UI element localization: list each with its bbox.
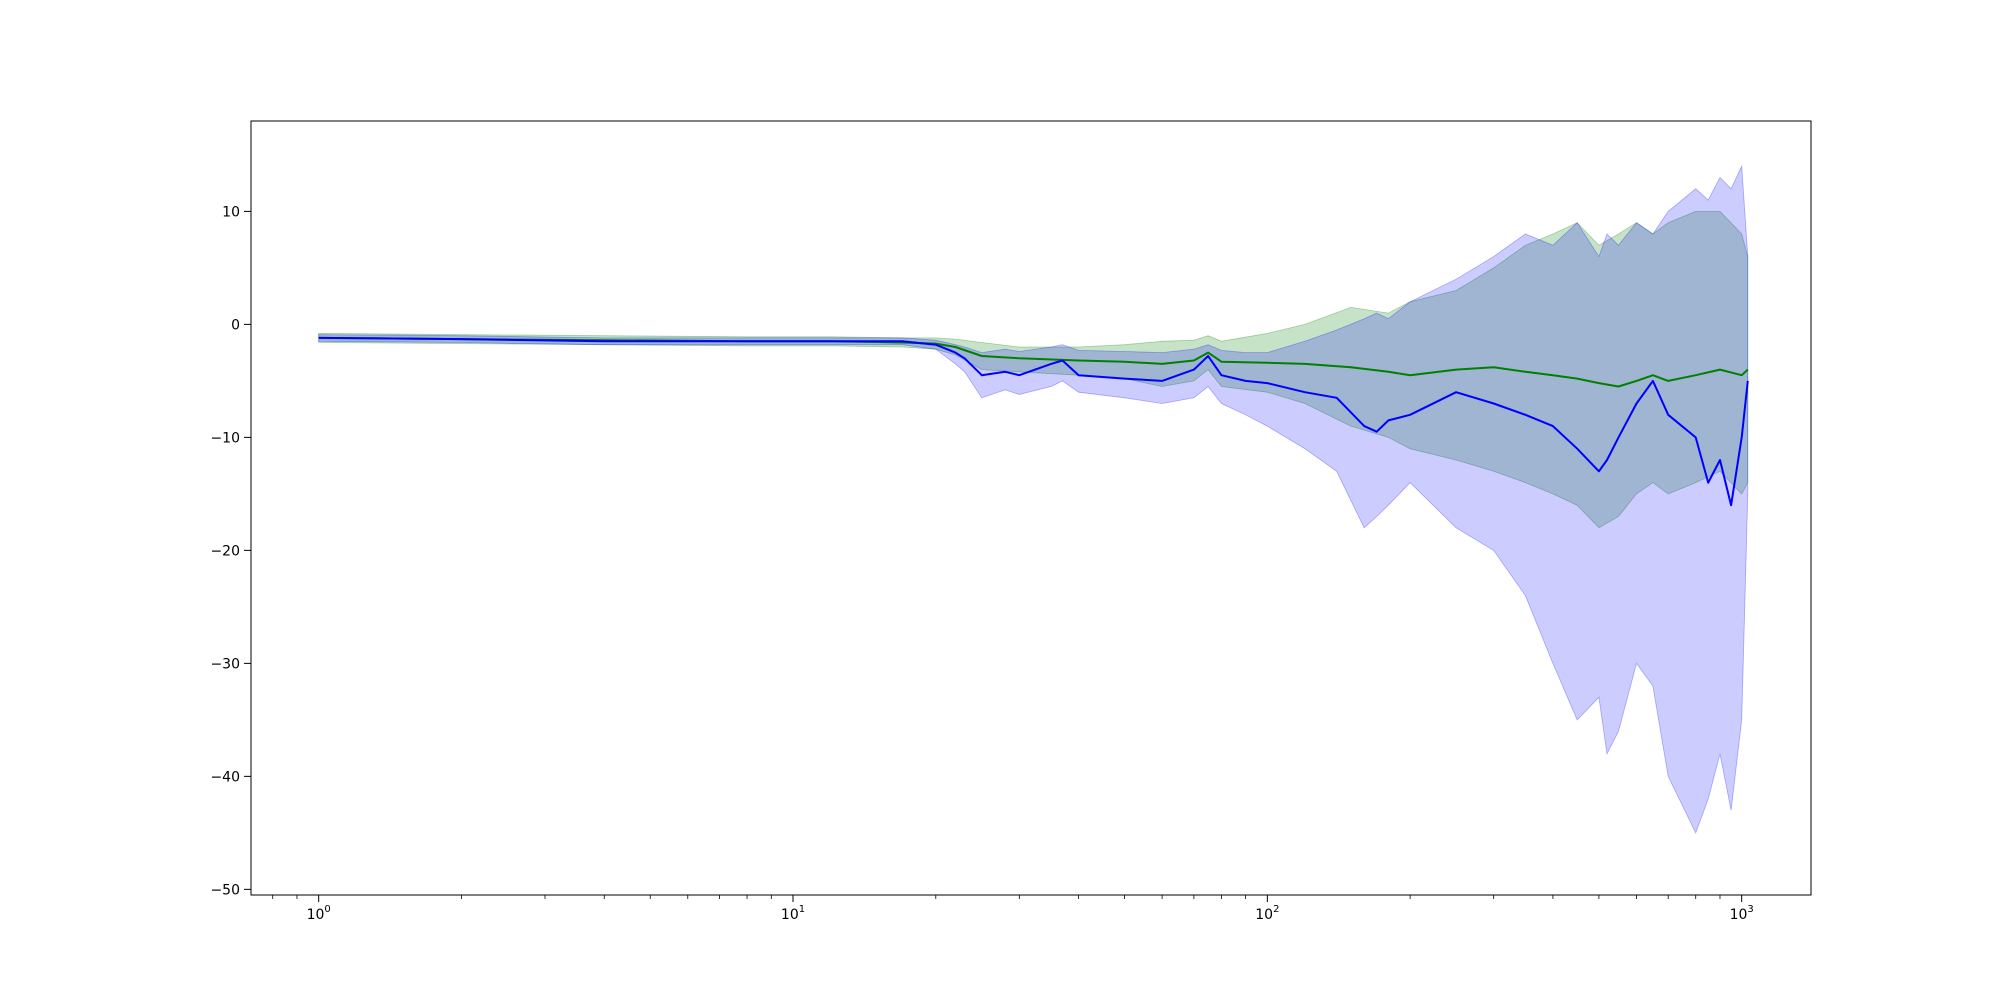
y-tick-label-0: 10: [222, 204, 240, 220]
y-tick-label-2: −10: [210, 430, 240, 446]
y-tick-label-5: −40: [210, 769, 240, 785]
series-lines: [318, 336, 1749, 507]
y-tick-label-3: −20: [210, 543, 240, 559]
y-tick-label-4: −30: [210, 656, 240, 672]
x-tick-label-3: 103: [1730, 904, 1754, 923]
x-tick-label-2: 102: [1255, 904, 1279, 923]
y-tick-label-1: 0: [231, 317, 240, 333]
series-1-band: [318, 164, 1749, 834]
series-1-line: [318, 336, 1749, 507]
confidence-bands: [318, 164, 1749, 834]
x-axis: 100 101 102 103: [272, 895, 1754, 923]
plot-frame: [250, 120, 1812, 896]
x-tick-label-0: 100: [307, 904, 331, 923]
y-axis: 10 0 −10 −20 −30 −40 −50: [210, 204, 251, 898]
x-tick-label-1: 101: [781, 904, 805, 923]
y-tick-label-6: −50: [210, 882, 240, 898]
